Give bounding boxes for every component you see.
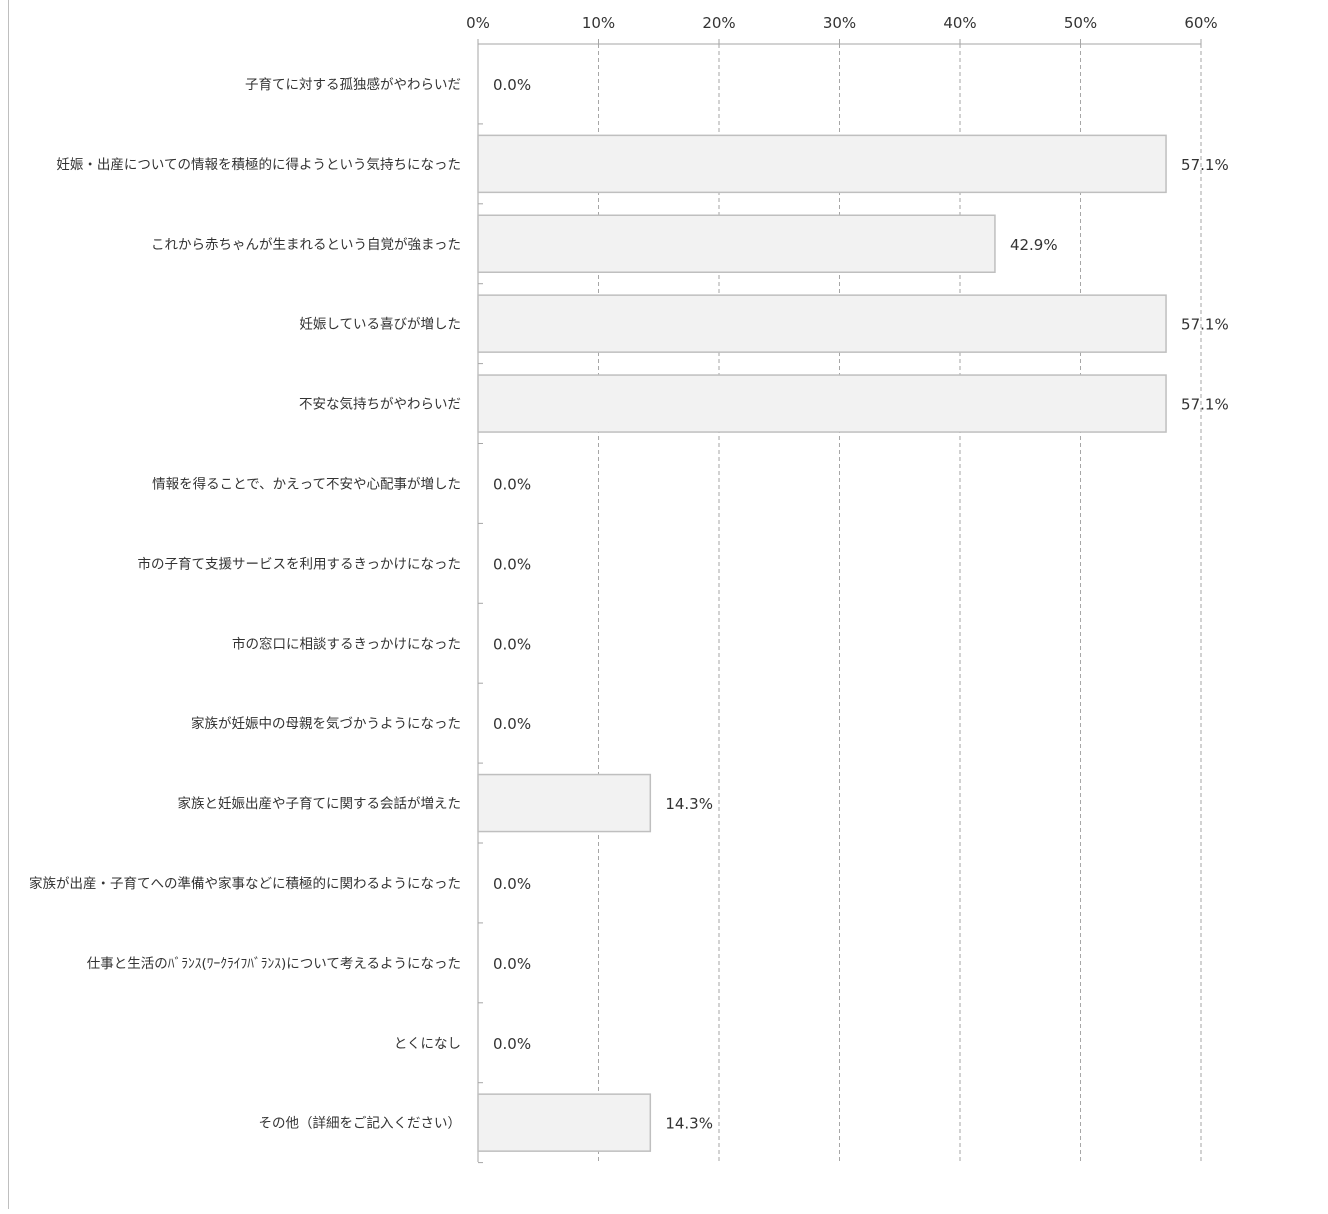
- value-label: 0.0%: [493, 1035, 531, 1053]
- value-label: 57.1%: [1181, 156, 1229, 174]
- bar: [477, 134, 1167, 194]
- category-label: 妊娠している喜びが増した: [299, 317, 461, 333]
- left-border: [8, 0, 9, 1209]
- x-tick-label: 30%: [823, 14, 856, 32]
- value-label: 57.1%: [1181, 396, 1229, 414]
- category-label: 市の子育て支援サービスを利用するきっかけになった: [138, 555, 461, 572]
- category-label: 妊娠・出産についての情報を積極的に得ようという気持ちになった: [56, 156, 461, 173]
- x-tick-label: 20%: [702, 14, 735, 32]
- category-label: その他（詳細をご記入ください）: [259, 1115, 462, 1132]
- category-label: 市の窓口に相談するきっかけになった: [232, 635, 461, 652]
- category-label: これから赤ちゃんが生まれるという自覚が強まった: [151, 237, 461, 253]
- x-tick-label: 50%: [1064, 14, 1097, 32]
- value-labels: 0.0% 57.1% 42.9% 57.1% 57.1% 0.0% 0.0% 0.0% 0.0%…: [493, 76, 1229, 1133]
- value-label: 42.9%: [1010, 236, 1058, 254]
- bars: [477, 134, 1167, 1152]
- category-label: 家族と妊娠出産や子育てに関する会話が増えた: [178, 795, 462, 812]
- category-label: 家族が出産・子育てへの準備や家事などに積極的に関わるようになった: [29, 875, 461, 892]
- bar: [477, 374, 1167, 433]
- value-label: 57.1%: [1181, 316, 1229, 334]
- value-label: 0.0%: [493, 76, 531, 94]
- bar: [477, 1093, 652, 1152]
- value-label: 0.0%: [493, 875, 531, 893]
- value-label: 0.0%: [493, 955, 531, 973]
- value-label: 14.3%: [665, 795, 713, 813]
- category-label: 情報を得ることで、かえって不安や心配事が増した: [152, 475, 461, 492]
- x-tick-label: 10%: [582, 14, 615, 32]
- category-label: 子育てに対する孤独感がやわらいだ: [245, 76, 461, 93]
- x-tick-label: 60%: [1184, 14, 1217, 32]
- value-label: 14.3%: [665, 1115, 713, 1133]
- x-tick-labels: 0% 10% 20% 30% 40% 50% 60%: [466, 14, 1218, 32]
- x-tick-label: 0%: [466, 14, 490, 32]
- grid-lines: [598, 44, 1202, 1162]
- category-labels: 子育てに対する孤独感がやわらいだ妊娠・出産についての情報を積極的に得ようという気…: [29, 76, 461, 1132]
- value-label: 0.0%: [493, 555, 531, 573]
- value-label: 0.0%: [493, 475, 531, 493]
- value-label: 0.0%: [493, 635, 531, 653]
- value-label: 0.0%: [493, 715, 531, 733]
- x-tick-label: 40%: [943, 14, 976, 32]
- bar: [477, 773, 652, 833]
- category-label: 家族が妊娠中の母親を気づかうようになった: [191, 715, 461, 732]
- category-label: 仕事と生活のﾊﾞﾗﾝｽ(ﾜｰｸﾗｲﾌﾊﾞﾗﾝｽ)について考えるようになった: [87, 956, 461, 972]
- bar: [477, 214, 996, 273]
- category-label: 不安な気持ちがやわらいだ: [299, 397, 461, 413]
- bar: [477, 294, 1167, 353]
- category-label: とくになし: [394, 1036, 461, 1052]
